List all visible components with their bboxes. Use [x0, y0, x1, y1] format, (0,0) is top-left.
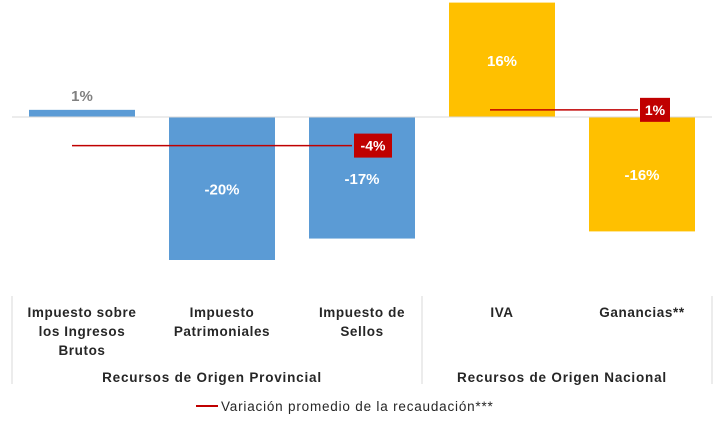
group-label: Recursos de Origen Provincial: [102, 370, 322, 385]
category-label: Ganancias**: [599, 305, 685, 320]
legend-label: Variación promedio de la recaudación***: [221, 399, 494, 414]
category-label: Patrimoniales: [174, 324, 270, 339]
category-label: Impuesto sobre: [28, 305, 137, 320]
bar: [449, 2, 555, 118]
category-label: Impuesto de: [319, 305, 405, 320]
category-label: los Ingresos: [39, 324, 126, 339]
bar: [29, 109, 135, 117]
category-label: IVA: [490, 305, 513, 320]
category-axis: Impuesto sobre los Ingresos Brutos Impuesto…: [11, 296, 713, 385]
value-labels-layer: 1% -20% -17% 16% -16%: [71, 53, 659, 199]
bar-value-label: -20%: [204, 182, 239, 199]
category-label: Impuesto: [190, 305, 255, 320]
bar-value-label: -16%: [624, 167, 659, 184]
bars-layer: [29, 2, 695, 260]
bar: [589, 117, 695, 232]
category-label: Sellos: [340, 324, 383, 339]
bar-value-label: -17%: [344, 171, 379, 188]
category-label: Brutos: [58, 343, 105, 358]
legend: Variación promedio de la recaudación***: [196, 399, 494, 414]
bar: [169, 117, 275, 260]
average-value-box: [354, 133, 392, 158]
group-label: Recursos de Origen Nacional: [457, 370, 667, 385]
average-value-label: -4%: [361, 138, 386, 154]
bar-value-label: 16%: [487, 53, 517, 70]
average-lines-layer: -4% 1%: [72, 97, 670, 158]
bar-value-label: 1%: [71, 88, 93, 105]
average-value-box: [640, 97, 670, 122]
average-value-label: 1%: [645, 102, 666, 118]
